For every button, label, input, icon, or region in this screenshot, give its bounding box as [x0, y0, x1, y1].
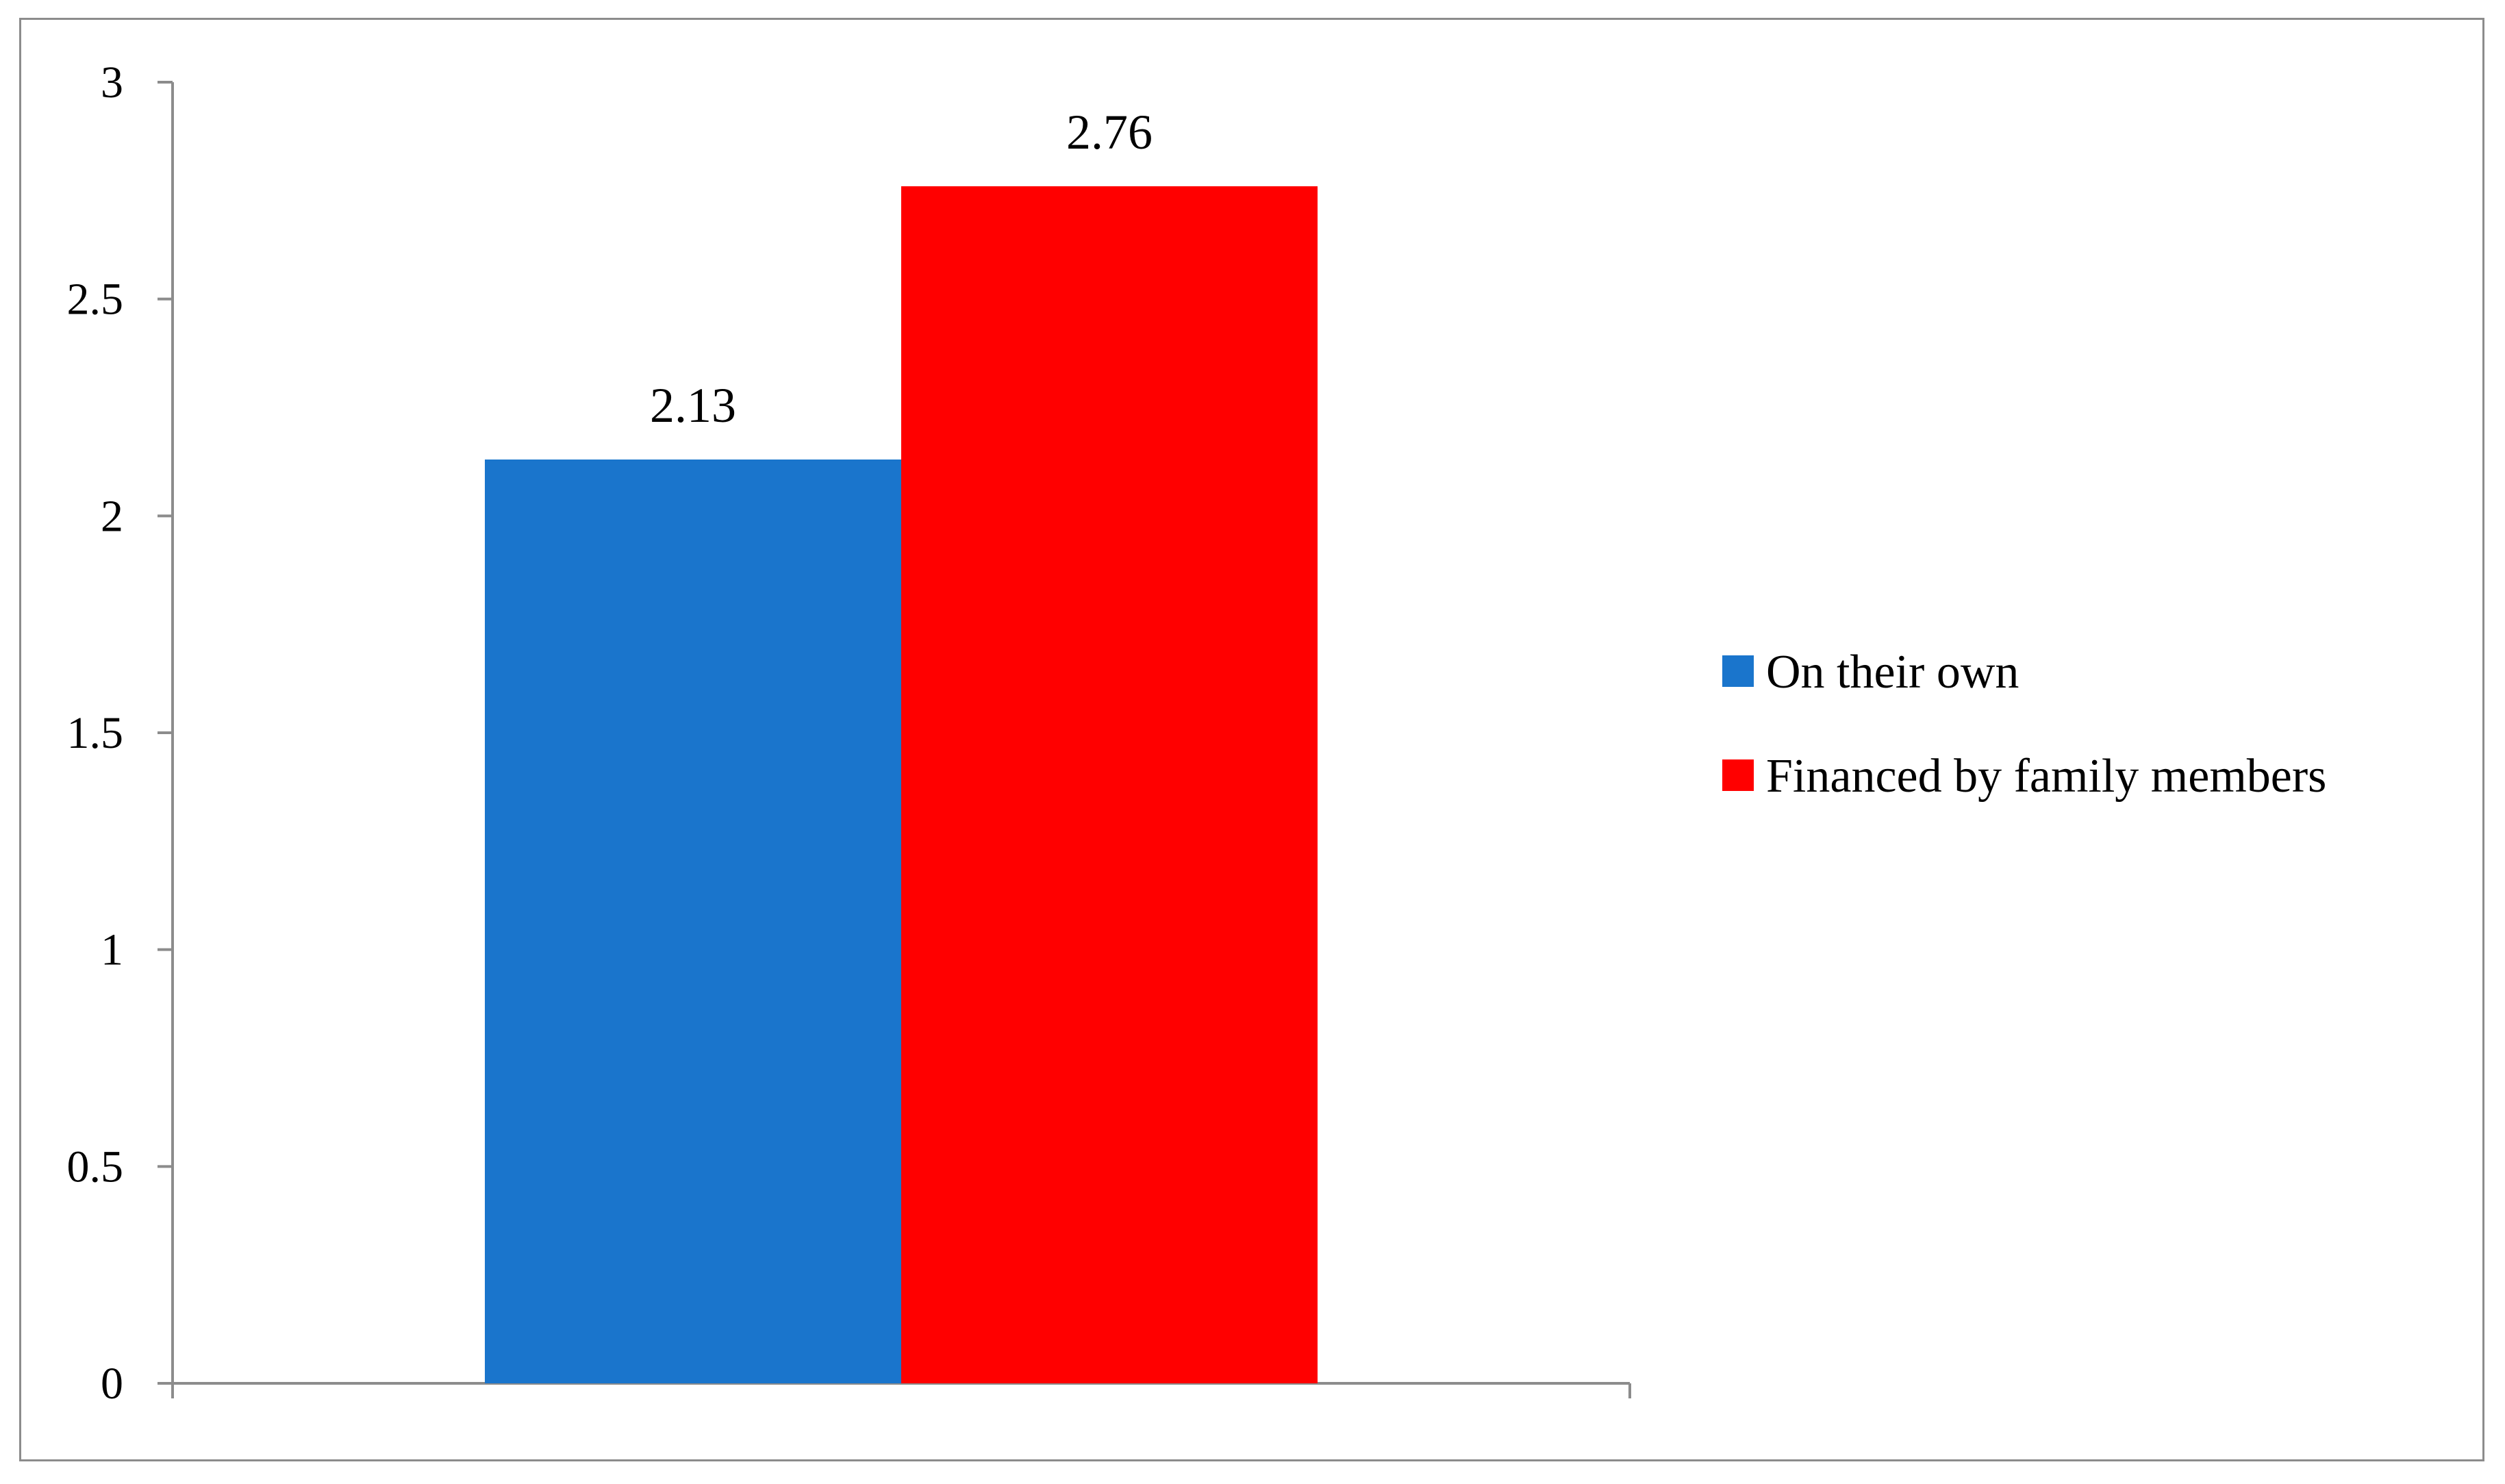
y-tick-label: 1.5	[67, 708, 124, 758]
data-label: 2.76	[1066, 105, 1153, 160]
y-tick-label: 2	[101, 491, 123, 541]
y-tick-label: 1	[101, 925, 123, 975]
legend-swatch	[1722, 759, 1754, 791]
y-tick-label: 3	[101, 58, 123, 108]
legend-label: On their own	[1766, 646, 2019, 699]
bar	[901, 186, 1318, 1383]
y-tick-label: 0	[101, 1359, 123, 1409]
y-tick-label: 0.5	[67, 1142, 124, 1192]
bar	[485, 460, 901, 1383]
legend-swatch	[1722, 655, 1754, 687]
data-label: 2.13	[650, 378, 736, 433]
data-labels: 2.13 2.76	[650, 105, 1153, 433]
bars	[485, 186, 1318, 1383]
legend-label: Financed by family members	[1766, 750, 2326, 803]
axes: 0 0.5 1 1.5 2 2.5 3	[67, 58, 1631, 1409]
y-tick-label: 2.5	[67, 275, 124, 325]
legend: On their own Financed by family members	[1722, 646, 2326, 803]
